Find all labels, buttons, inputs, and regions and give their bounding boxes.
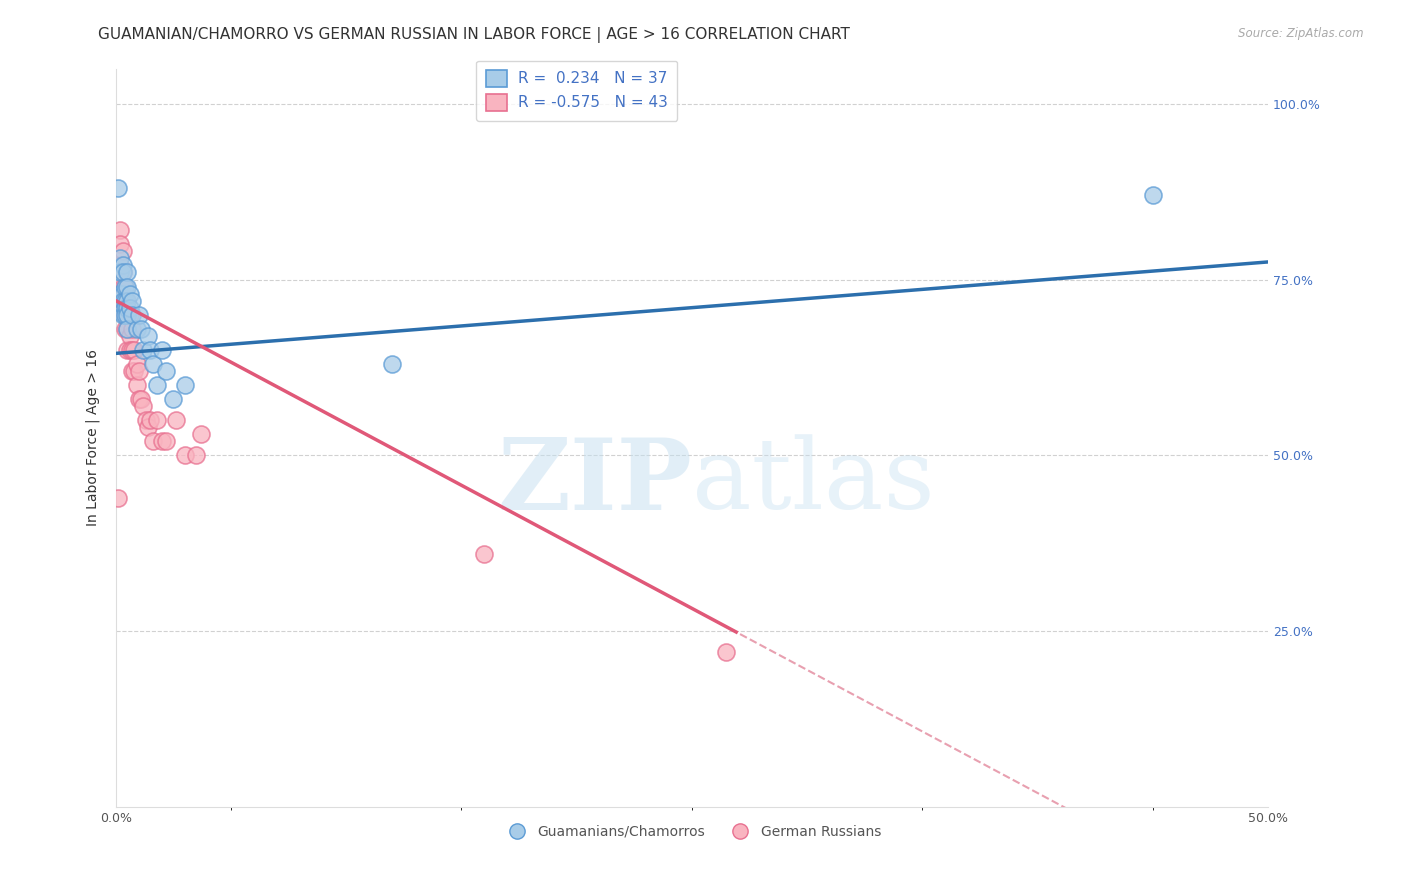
Point bbox=[114, 322, 136, 336]
Point bbox=[111, 259, 134, 273]
Text: GUAMANIAN/CHAMORRO VS GERMAN RUSSIAN IN LABOR FORCE | AGE > 16 CORRELATION CHART: GUAMANIAN/CHAMORRO VS GERMAN RUSSIAN IN … bbox=[98, 27, 851, 43]
Point bbox=[117, 293, 139, 308]
Legend: Guamanians/Chamorros, German Russians: Guamanians/Chamorros, German Russians bbox=[498, 820, 887, 845]
Point bbox=[117, 265, 139, 279]
Point bbox=[117, 293, 139, 308]
Point bbox=[132, 343, 155, 357]
Point bbox=[125, 378, 148, 392]
Text: ZIP: ZIP bbox=[496, 434, 692, 531]
Point bbox=[121, 293, 143, 308]
Point bbox=[129, 392, 152, 406]
Point bbox=[125, 322, 148, 336]
Point bbox=[118, 308, 141, 322]
Point bbox=[118, 286, 141, 301]
Point bbox=[135, 413, 157, 427]
Point bbox=[111, 265, 134, 279]
Point bbox=[155, 434, 177, 449]
Point bbox=[190, 427, 212, 442]
Point bbox=[117, 343, 139, 357]
Point bbox=[139, 413, 162, 427]
Point bbox=[125, 357, 148, 371]
Text: atlas: atlas bbox=[692, 434, 935, 530]
Point bbox=[111, 293, 134, 308]
Point bbox=[114, 301, 136, 315]
Point bbox=[122, 343, 145, 357]
Point bbox=[142, 357, 165, 371]
Point bbox=[114, 308, 136, 322]
Point bbox=[150, 434, 173, 449]
Point bbox=[121, 364, 143, 378]
Point bbox=[110, 259, 132, 273]
Point bbox=[155, 364, 177, 378]
Point bbox=[114, 279, 136, 293]
Point bbox=[118, 301, 141, 315]
Point bbox=[110, 252, 132, 266]
Point bbox=[110, 237, 132, 252]
Point bbox=[128, 308, 150, 322]
Point bbox=[114, 308, 136, 322]
Point bbox=[174, 378, 197, 392]
Point bbox=[111, 293, 134, 308]
Point bbox=[716, 645, 738, 659]
Point bbox=[139, 343, 162, 357]
Point bbox=[474, 547, 496, 561]
Point bbox=[162, 392, 184, 406]
Y-axis label: In Labor Force | Age > 16: In Labor Force | Age > 16 bbox=[86, 350, 100, 526]
Point bbox=[136, 328, 159, 343]
Point bbox=[132, 399, 155, 413]
Point bbox=[110, 223, 132, 237]
Point bbox=[117, 279, 139, 293]
Point bbox=[111, 265, 134, 279]
Point bbox=[146, 378, 169, 392]
Point bbox=[107, 181, 129, 195]
Point bbox=[1142, 188, 1164, 202]
Point bbox=[121, 343, 143, 357]
Point bbox=[150, 343, 173, 357]
Point bbox=[136, 420, 159, 434]
Point bbox=[381, 357, 404, 371]
Point bbox=[107, 491, 129, 505]
Point bbox=[114, 293, 136, 308]
Point bbox=[122, 364, 145, 378]
Point bbox=[121, 308, 143, 322]
Point bbox=[118, 328, 141, 343]
Point bbox=[129, 322, 152, 336]
Point bbox=[118, 343, 141, 357]
Point bbox=[117, 301, 139, 315]
Point bbox=[121, 322, 143, 336]
Point bbox=[117, 308, 139, 322]
Point bbox=[128, 364, 150, 378]
Point bbox=[117, 322, 139, 336]
Point bbox=[142, 434, 165, 449]
Point bbox=[165, 413, 187, 427]
Point bbox=[186, 449, 208, 463]
Point bbox=[111, 244, 134, 259]
Point bbox=[111, 308, 134, 322]
Point bbox=[146, 413, 169, 427]
Point bbox=[117, 308, 139, 322]
Point bbox=[117, 322, 139, 336]
Point bbox=[110, 286, 132, 301]
Point bbox=[111, 286, 134, 301]
Point bbox=[174, 449, 197, 463]
Point bbox=[114, 279, 136, 293]
Point bbox=[128, 392, 150, 406]
Text: Source: ZipAtlas.com: Source: ZipAtlas.com bbox=[1239, 27, 1364, 40]
Point bbox=[114, 293, 136, 308]
Point bbox=[111, 279, 134, 293]
Point bbox=[110, 265, 132, 279]
